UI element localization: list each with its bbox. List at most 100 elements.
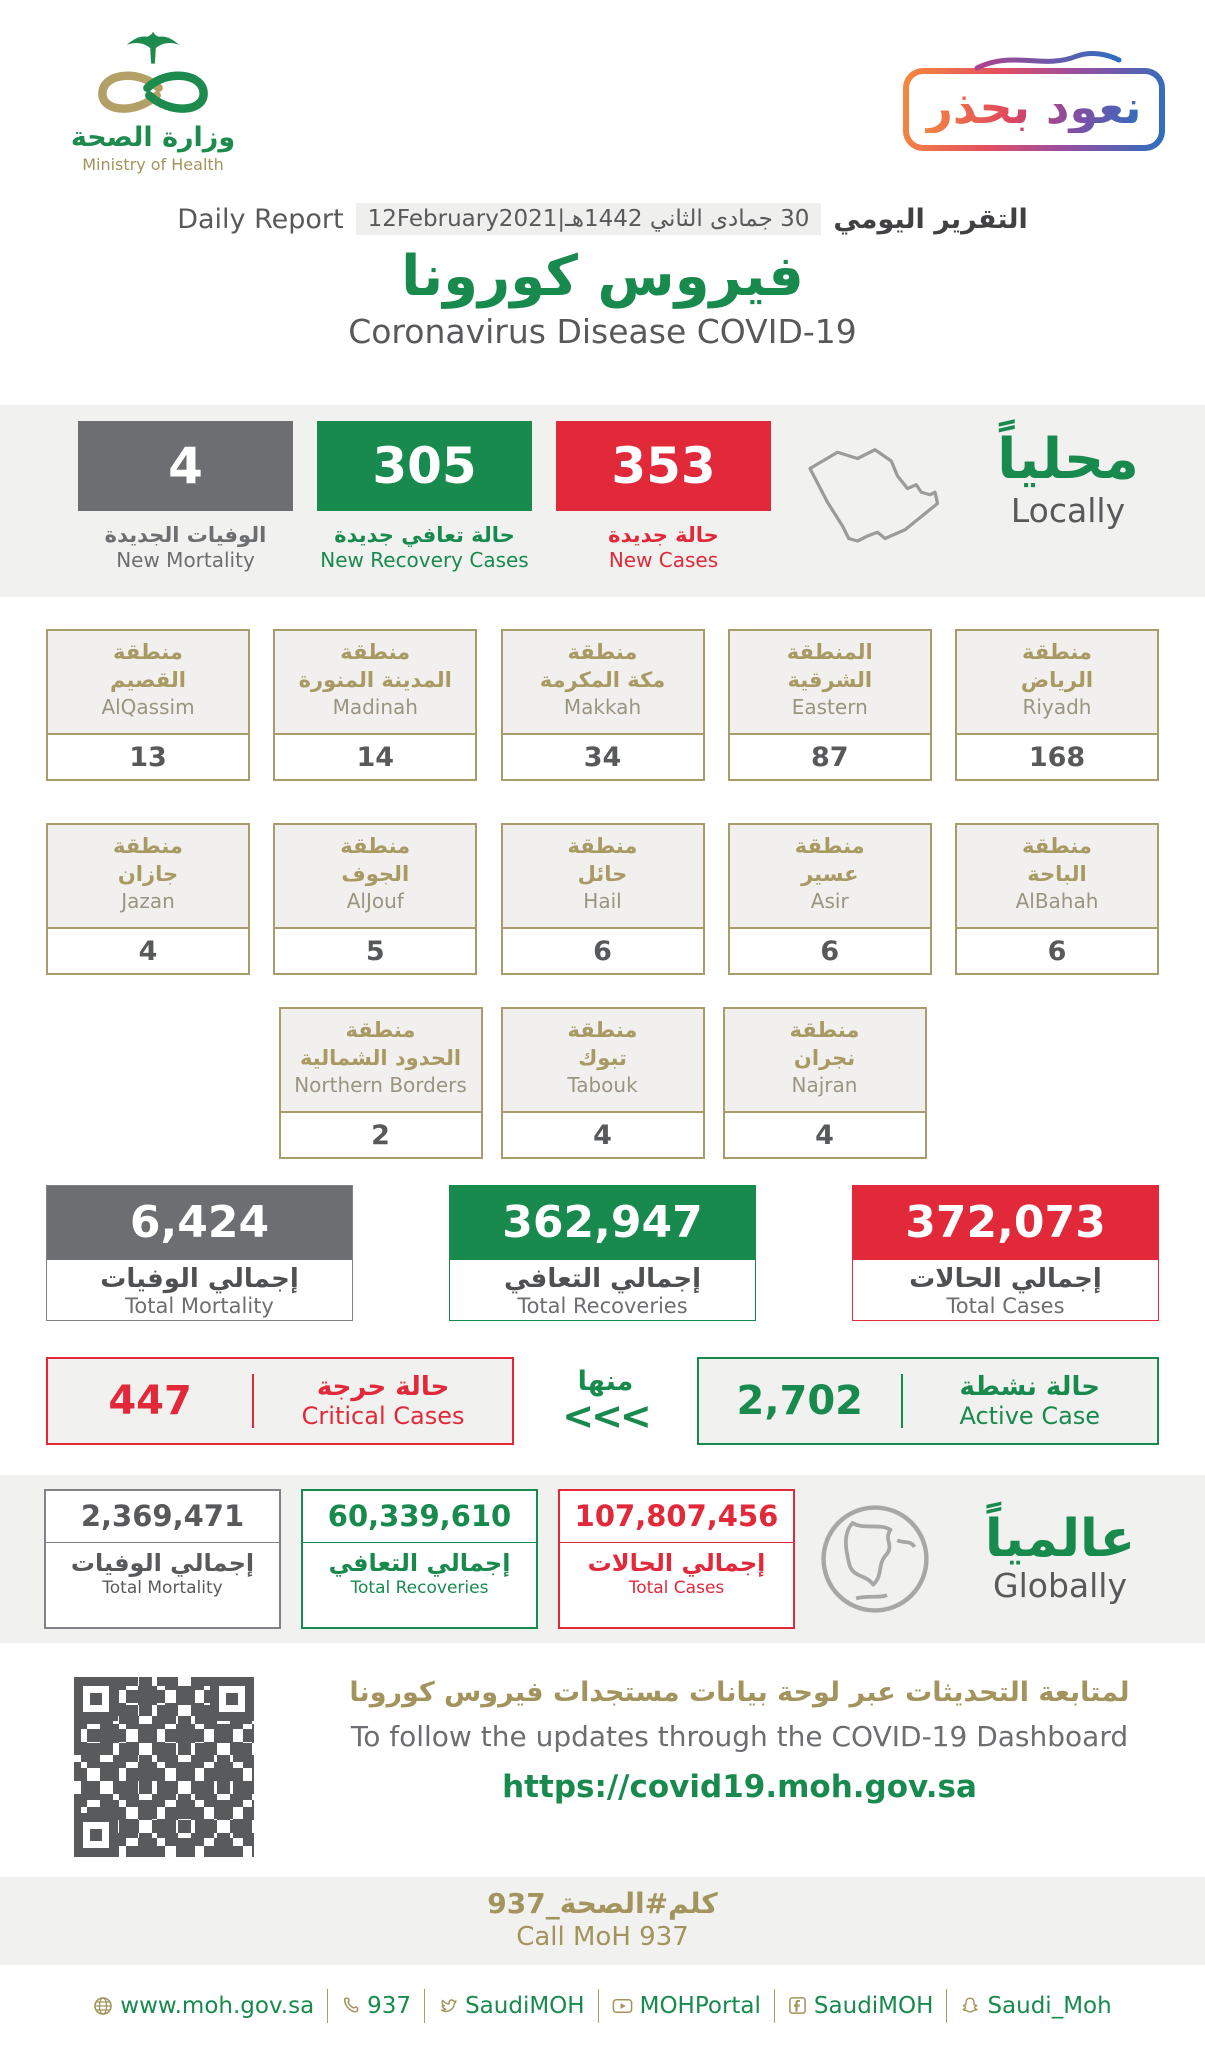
region-value: 5 [275,926,476,973]
region-card-madinah: منطقة المدينة المنورة Madinah 14 [273,628,478,781]
new-recoveries-value: 305 [317,420,532,511]
region-value: 4 [502,1110,703,1157]
globally-heading-english: Globally [993,1566,1127,1606]
footer-facebook[interactable]: SaudiMOH [788,1993,933,2019]
region-row-2: منطقة جازان Jazan 4 منطقة الجوف AlJouf 5… [46,822,1159,975]
footer-youtube[interactable]: MOHPortal [612,1993,761,2019]
report-title-line: التقرير اليومي 30 جمادى الثاني 1442هـ|12… [0,200,1205,238]
page-title-arabic: فيروس كورونا [401,244,804,309]
new-cases-stat: 353 حالة جديدة New Cases [556,420,771,597]
critical-active-row: 447 حالة حرجة Critical Cases منها <<< 2,… [0,1356,1205,1445]
critical-cases-box: 447 حالة حرجة Critical Cases [46,1356,514,1445]
new-recoveries-label-arabic: حالة تعافي جديدة [334,522,515,547]
badge-text: نعود بحذر [926,80,1142,134]
qr-finder-icon [210,1676,254,1721]
new-mortality-label-english: New Mortality [116,547,255,572]
region-card-aljouf: منطقة الجوف AlJouf 5 [273,822,478,975]
region-value: 34 [502,732,703,779]
footer-snapchat[interactable]: Saudi_Moh [960,1993,1112,2019]
return-with-caution-badge: نعود بحذر [903,48,1165,151]
active-cases-box: 2,702 حالة نشطة Active Case [697,1356,1159,1445]
total-cases-box: 372,073 إجمالي الحالات Total Cases [852,1184,1159,1321]
total-recoveries-box: 362,947 إجمالي التعافي Total Recoveries [449,1184,756,1321]
divider [900,1373,903,1428]
badge-frame: نعود بحذر [903,68,1165,151]
region-row-3: منطقة الحدود الشمالية Northern Borders 2… [46,1006,1159,1159]
region-row-1: منطقة القصيم AlQassim 13 منطقة المدينة ا… [46,628,1159,781]
region-card-asir: منطقة عسير Asir 6 [727,822,932,975]
globally-heading-arabic: عالمياً [984,1508,1136,1569]
ministry-logo: وزارة الصحة Ministry of Health [58,22,248,174]
facebook-icon [789,1997,806,2014]
total-recoveries-value: 362,947 [450,1185,755,1260]
region-value: 14 [275,732,476,779]
dashboard-note-arabic: لمتابعة التحديثات عبر لوحة بيانات مستجدا… [349,1676,1130,1708]
region-value: 168 [957,732,1157,779]
left-arrows-icon: <<< [562,1394,652,1439]
of-which-indicator: منها <<< [562,1366,652,1439]
footer-twitter[interactable]: SaudiMOH [438,1993,585,2019]
new-mortality-label-arabic: الوفيات الجديدة [104,522,267,547]
region-value: 2 [280,1110,481,1157]
total-mortality-box: 6,424 إجمالي الوفيات Total Mortality [46,1184,353,1321]
locally-heading-english: Locally [1010,491,1126,531]
qr-finder-icon [74,1812,118,1857]
divider [252,1373,255,1428]
region-card-jazan: منطقة جازان Jazan 4 [46,822,250,975]
report-label-arabic: التقرير اليومي [833,203,1028,235]
region-value: 87 [729,732,930,779]
qr-finder-icon [74,1676,118,1721]
report-label-english: Daily Report [177,203,344,235]
call-hashtag-arabic: كلم#الصحة_937 [487,1886,718,1920]
phone-icon [344,1997,359,2013]
contact-footer: www.moh.gov.sa 937 SaudiMOH MOHPortal [0,1988,1205,2023]
region-card-riyadh: منطقة الرياض Riyadh 168 [955,628,1159,781]
ministry-name-english: Ministry of Health [82,155,224,175]
new-mortality-value: 4 [78,420,293,511]
saudi-arabia-map-icon [808,447,940,543]
global-cases-value: 107,807,456 [574,1498,779,1533]
regions-grid: منطقة القصيم AlQassim 13 منطقة المدينة ا… [0,628,1205,1159]
region-card-northern-borders: منطقة الحدود الشمالية Northern Borders 2 [278,1006,483,1159]
region-card-hail: منطقة حائل Hail 6 [500,822,705,975]
call-moh-english: Call MoH 937 [516,1921,689,1952]
call-moh-band: كلم#الصحة_937 Call MoH 937 [0,1876,1205,1965]
globe-icon [821,1504,929,1613]
page-header: وزارة الصحة Ministry of Health نعود بحذر [0,0,1205,200]
region-card-tabouk: منطقة تبوك Tabouk 4 [500,1006,705,1159]
new-cases-value: 353 [556,420,771,511]
ministry-logo-icon [98,31,208,113]
qr-code [64,1666,264,1867]
region-value: 6 [502,926,703,973]
new-cases-label-english: New Cases [608,547,719,572]
snapchat-icon [962,1997,979,2013]
new-mortality-stat: 4 الوفيات الجديدة New Mortality [78,420,293,597]
dashboard-section: لمتابعة التحديثات عبر لوحة بيانات مستجدا… [0,1666,1205,1867]
twitter-icon [440,1998,457,2012]
total-mortality-value: 6,424 [47,1185,352,1260]
global-recoveries-box: 60,339,610 إجمالي التعافي Total Recoveri… [301,1488,538,1629]
region-card-albahah: منطقة الباحة AlBahah 6 [955,822,1159,975]
region-value: 4 [48,926,248,973]
ministry-name-arabic: وزارة الصحة [70,122,236,153]
dashboard-note-english: To follow the updates through the COVID-… [350,1719,1129,1753]
totals-row: 6,424 إجمالي الوفيات Total Mortality 362… [0,1184,1205,1321]
region-card-makkah: منطقة مكة المكرمة Makkah 34 [500,628,705,781]
new-cases-label-arabic: حالة جديدة [608,522,719,547]
region-value: 4 [724,1110,925,1157]
locally-section: محلياً Locally 353 حالة جديدة New Cases … [0,404,1205,597]
global-mortality-box: 2,369,471 إجمالي الوفيات Total Mortality [44,1488,281,1629]
dashboard-url-link[interactable]: https://covid19.moh.gov.sa [502,1768,977,1805]
global-cases-box: 107,807,456 إجمالي الحالات Total Cases [558,1488,795,1629]
region-card-alqassim: منطقة القصيم AlQassim 13 [46,628,250,781]
badge-swoosh-icon [974,50,1122,71]
globally-heading: عالمياً Globally [955,1512,1165,1606]
footer-website[interactable]: www.moh.gov.sa [93,1993,314,2019]
region-card-eastern: المنطقة الشرقية Eastern 87 [727,628,932,781]
region-value: 13 [48,732,248,779]
active-cases-value: 2,702 [736,1377,864,1424]
footer-phone[interactable]: 937 [341,1993,411,2019]
report-date: 30 جمادى الثاني 1442هـ|12February2021 [355,203,822,235]
website-globe-icon [94,1996,113,2015]
